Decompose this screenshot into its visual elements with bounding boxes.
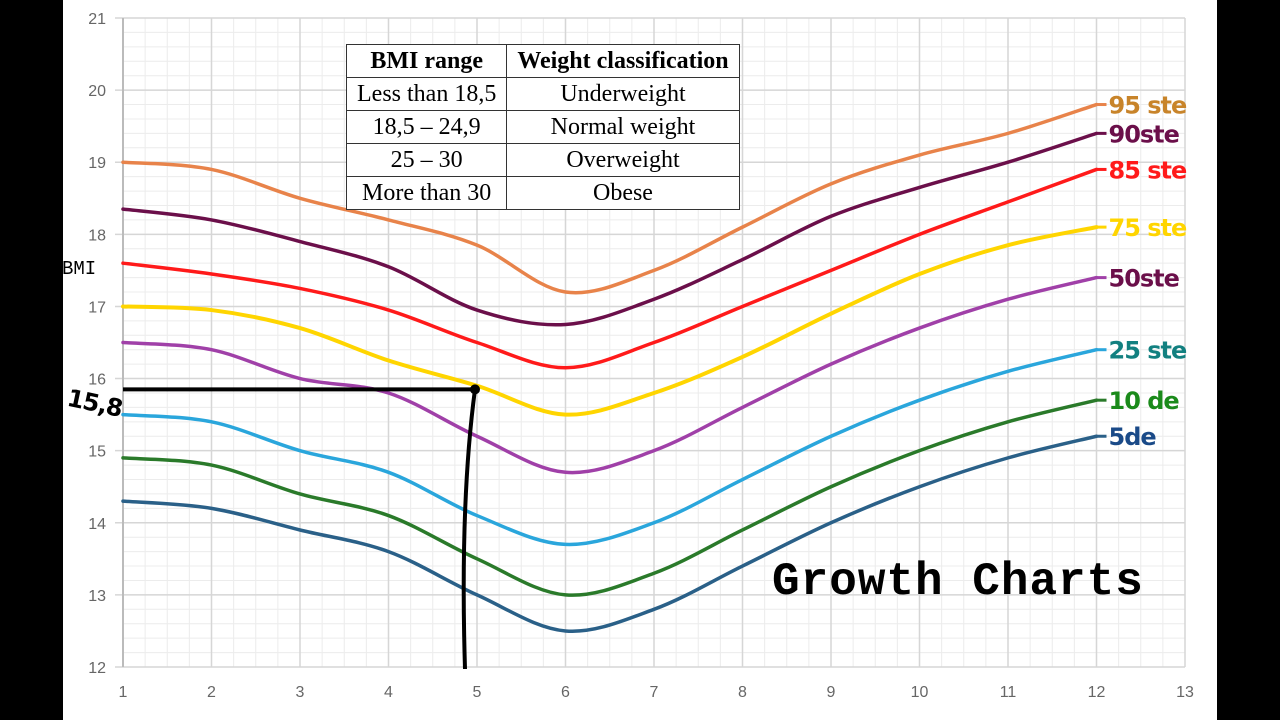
series-label: 90ste: [1109, 120, 1180, 148]
cell: 18,5 – 24,9: [345, 110, 508, 144]
x-tick-label: 10: [911, 684, 929, 701]
series-line-5de: [121, 434, 1099, 633]
series-label: 25 ste: [1109, 337, 1188, 365]
y-tick-label: 16: [88, 372, 106, 389]
cell: Obese: [506, 176, 740, 210]
x-tick-label: 7: [650, 684, 659, 701]
x-tick-label: 13: [1176, 684, 1194, 701]
x-tick-label: 2: [207, 684, 216, 701]
series-label: 75 ste: [1109, 214, 1188, 242]
bmi-classification-table: BMI range Weight classification Less tha…: [345, 44, 740, 210]
series-line-85ste: [121, 167, 1099, 370]
cell: 25 – 30: [345, 143, 508, 177]
annotation-point: [470, 384, 480, 395]
series-line-50ste: [121, 275, 1099, 475]
x-tick-label: 4: [384, 684, 393, 701]
y-tick-label: 20: [88, 83, 106, 100]
x-tick-label: 1: [119, 684, 128, 701]
series-label: 85 ste: [1109, 156, 1188, 184]
x-tick-label: 12: [1088, 684, 1106, 701]
table-header-row: BMI range Weight classification: [345, 44, 740, 78]
table-row: Less than 18,5 Underweight: [345, 77, 740, 111]
y-tick-label: 19: [88, 155, 106, 172]
y-tick-label: 13: [88, 588, 106, 605]
cell: Less than 18,5: [345, 77, 508, 111]
cell: More than 30: [345, 176, 508, 210]
annotation-vertical-line: [461, 389, 477, 670]
y-tick-label: 15: [88, 444, 106, 461]
series-line-95ste: [121, 102, 1099, 295]
series-line-10de: [121, 398, 1099, 597]
cell: Normal weight: [506, 110, 740, 144]
table-row: 25 – 30 Overweight: [345, 143, 740, 177]
series-line-25ste: [121, 347, 1099, 547]
series-label: 50ste: [1109, 265, 1180, 293]
x-tick-label: 11: [1000, 684, 1017, 701]
series-label: 10 de: [1109, 387, 1180, 415]
x-tick-label: 5: [473, 684, 482, 701]
series-label: 5de: [1109, 423, 1157, 451]
header-weight-classification: Weight classification: [506, 44, 740, 78]
table-row: More than 30 Obese: [345, 176, 740, 210]
cell: Overweight: [506, 143, 740, 177]
y-tick-label: 14: [88, 516, 106, 533]
cell: Underweight: [506, 77, 740, 111]
y-tick-label: 21: [88, 11, 106, 28]
x-tick-label: 9: [827, 684, 836, 701]
chart-title: Growth Charts: [772, 556, 1144, 608]
x-tick-label: 3: [296, 684, 305, 701]
annotation-label: 15,8: [65, 384, 125, 423]
x-tick-label: 6: [561, 684, 570, 701]
series-line-75ste: [121, 225, 1099, 417]
y-tick-label: 17: [88, 299, 106, 316]
series-label: 95 ste: [1109, 92, 1188, 120]
series-line-90ste: [121, 131, 1099, 327]
y-axis-label: BMI: [62, 258, 97, 280]
y-tick-label: 12: [88, 660, 106, 677]
header-bmi-range: BMI range: [345, 44, 508, 78]
x-tick-label: 8: [738, 684, 747, 701]
table-row: 18,5 – 24,9 Normal weight: [345, 110, 740, 144]
y-tick-label: 18: [88, 227, 106, 244]
